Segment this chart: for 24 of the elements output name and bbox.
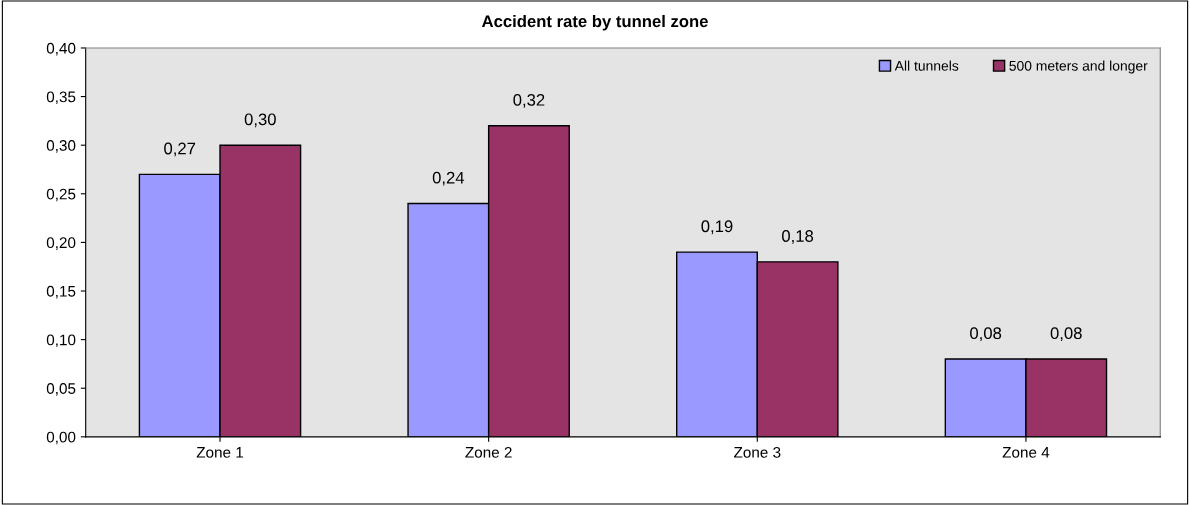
y-tick-label: 0,00 (46, 431, 76, 445)
y-tick-label: 0,30 (46, 140, 76, 153)
chart-title: Accident rate by tunnel zone (481, 14, 708, 31)
data-label: 0,24 (432, 171, 465, 186)
legend-label: All tunnels (894, 60, 959, 71)
y-tick-label: 0,40 (46, 42, 76, 56)
data-label: 0,08 (1050, 327, 1082, 342)
data-label: 0,19 (701, 220, 733, 235)
y-tick-label: 0,20 (46, 237, 76, 250)
data-label: 0,27 (164, 142, 196, 157)
y-tick-label: 0,05 (46, 383, 76, 396)
data-label: 0,30 (244, 113, 276, 128)
y-tick-label: 0,25 (46, 188, 76, 202)
data-label: 0,18 (782, 230, 814, 244)
x-tick-label: Zone 4 (1002, 447, 1050, 458)
y-tick-label: 0,15 (46, 285, 76, 299)
x-tick-label: Zone 1 (196, 447, 244, 458)
x-tick-label: Zone 3 (733, 446, 781, 458)
x-tick-label: Zone 2 (465, 446, 512, 458)
data-label: 0,08 (970, 327, 1002, 342)
data-label: 0,32 (513, 93, 545, 108)
legend-label: 500 meters and longer (1009, 60, 1148, 74)
y-tick-label: 0,10 (46, 334, 76, 348)
y-tick-label: 0,35 (46, 91, 76, 105)
